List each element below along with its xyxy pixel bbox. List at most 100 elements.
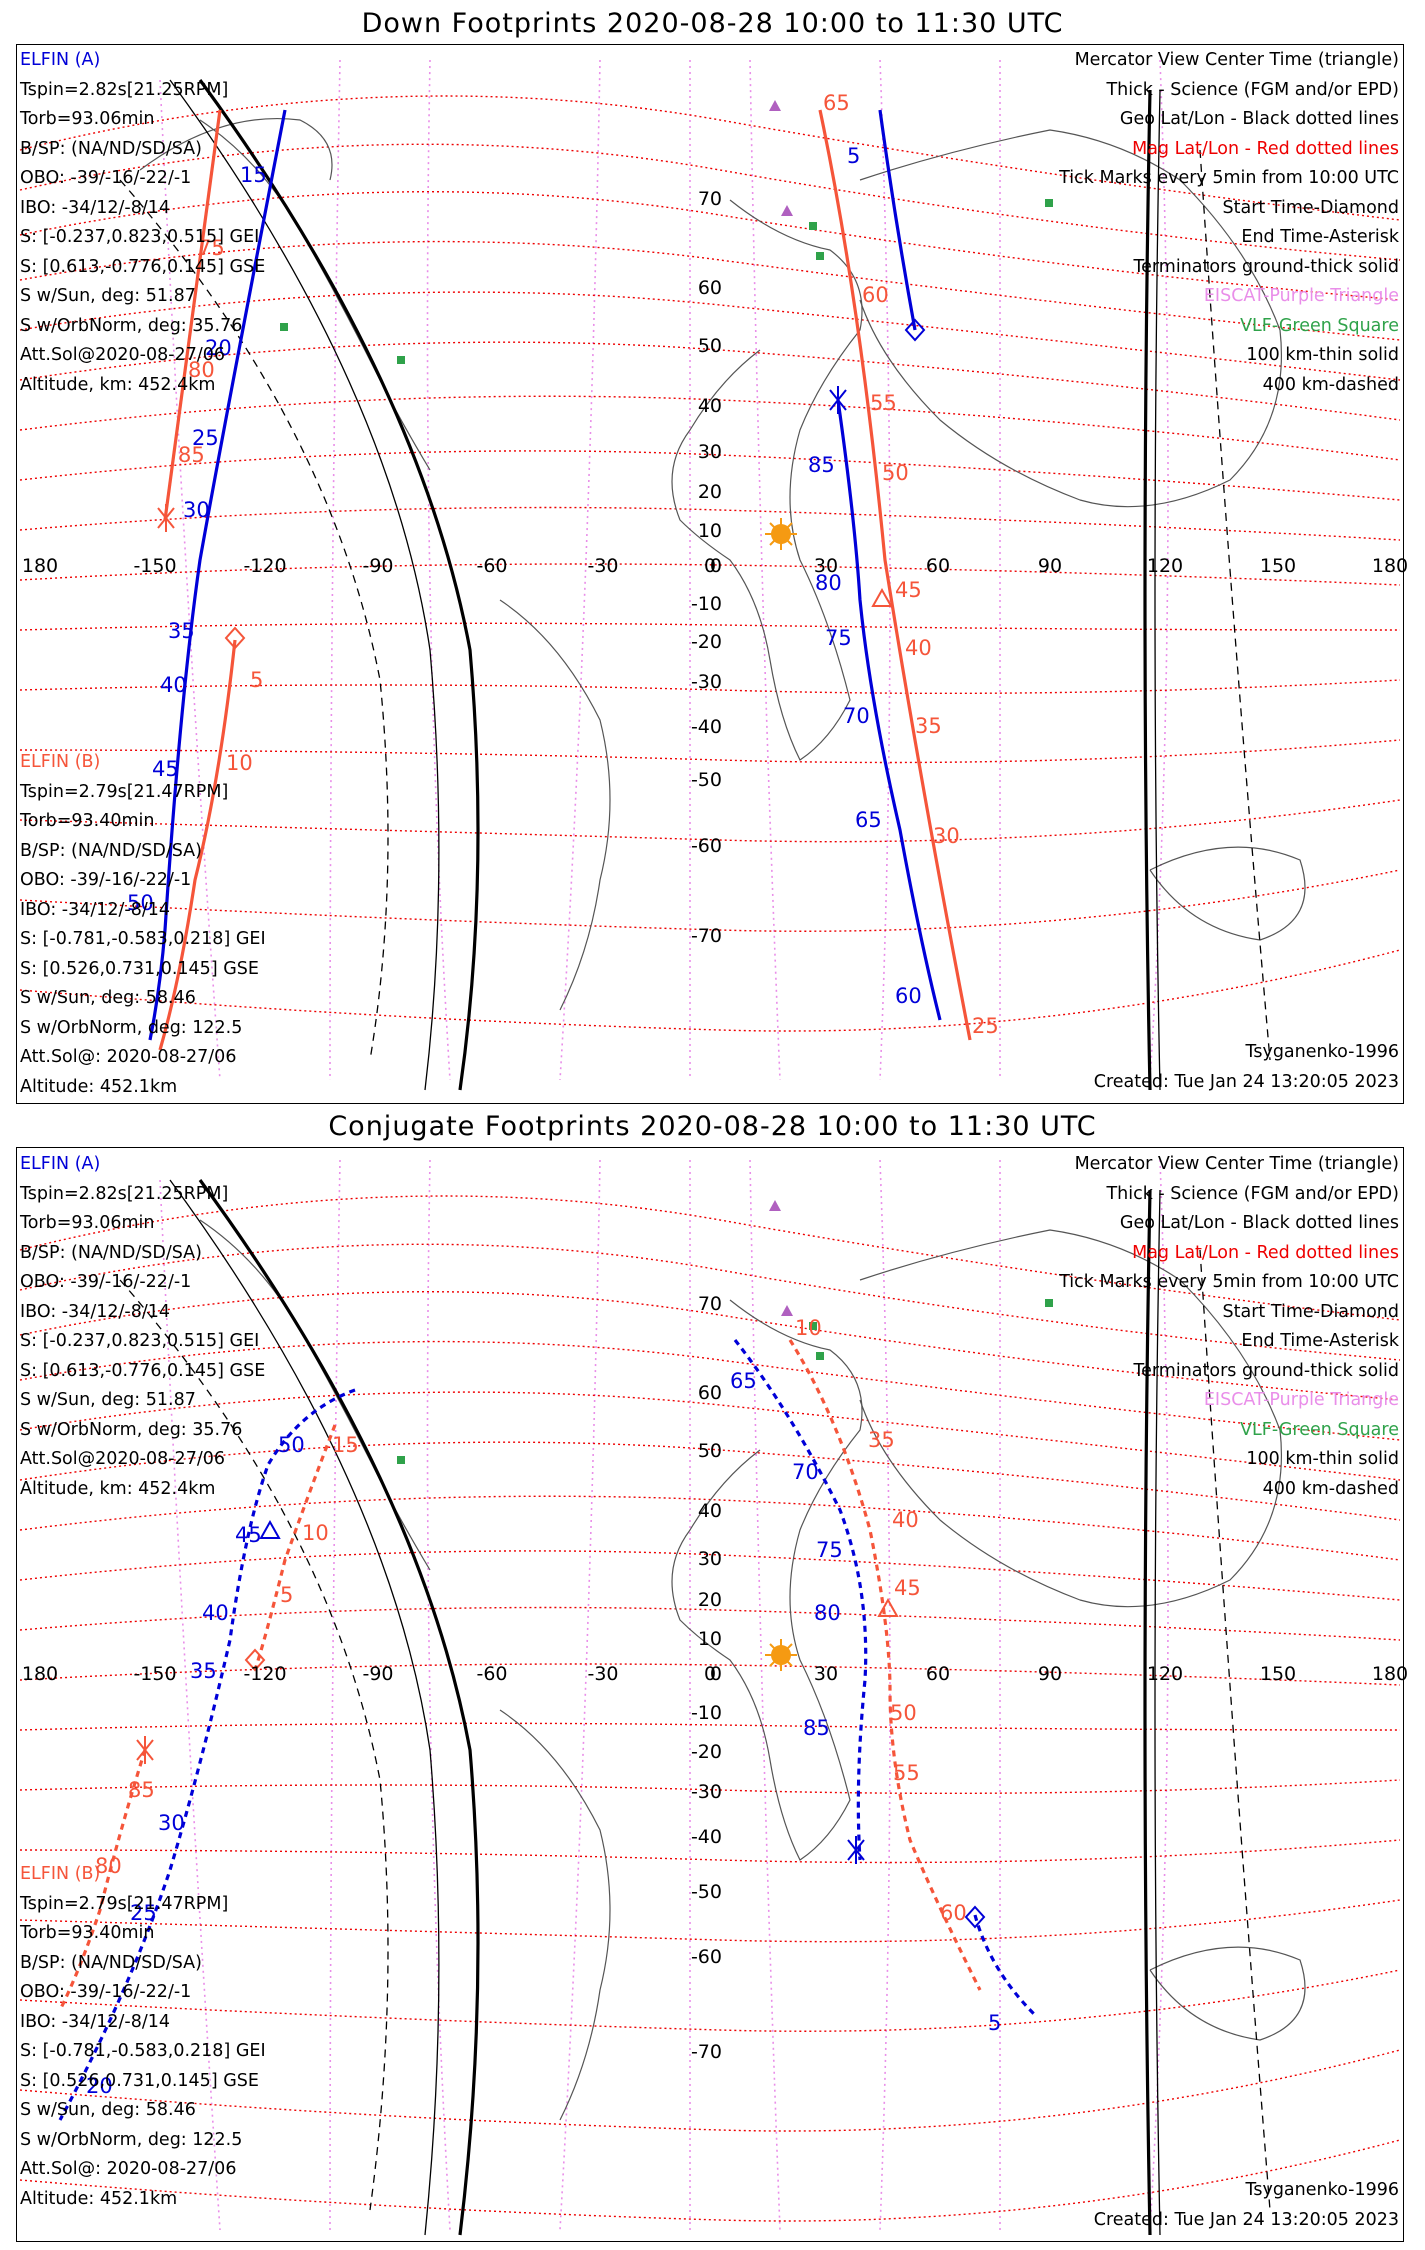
panel-title: Down Footprints 2020-08-28 10:00 to 11:3…	[361, 8, 1064, 39]
lat-label: -60	[691, 835, 722, 857]
end-asterisk-a	[829, 386, 847, 414]
lat-label: -40	[691, 1826, 722, 1848]
track-label: 40	[202, 1601, 229, 1625]
lon-label: 150	[1260, 1663, 1296, 1685]
track-label: 35	[868, 1428, 895, 1452]
info-line: IBO: -34/12/-8/14	[20, 899, 171, 920]
created-timestamp: Created: Tue Jan 24 13:20:05 2023	[1093, 2210, 1399, 2230]
vlf-marker	[397, 1456, 405, 1464]
track-label: 30	[158, 1811, 185, 1835]
track-labels-b: 80 85 5 10 15 10 35 40 45 50 55 60	[95, 1316, 967, 1925]
track-label: 75	[816, 1538, 843, 1562]
vlf-marker	[816, 1352, 824, 1360]
legend-item: EISCAT-Purple Triangle	[1203, 1390, 1399, 1410]
legend-item: 400 km-dashed	[1262, 1478, 1399, 1499]
track-label: 55	[870, 391, 897, 415]
lon-label: -30	[587, 1663, 618, 1685]
sun-icon	[765, 518, 797, 550]
legend-item: Mag Lat/Lon - Red dotted lines	[1132, 138, 1399, 159]
down-footprints-panel: Down Footprints 2020-08-28 10:00 to 11:3…	[0, 0, 1425, 1110]
lat-label: 10	[698, 1628, 722, 1650]
lat-label: -60	[691, 1946, 722, 1968]
lat-label: -50	[691, 769, 722, 791]
info-line: S w/OrbNorm, deg: 122.5	[20, 2129, 243, 2150]
markers	[136, 1200, 1053, 1929]
legend-item: End Time-Asterisk	[1241, 1331, 1399, 1351]
track-label: 50	[278, 1433, 305, 1457]
track-label: 5	[988, 2011, 1001, 2035]
track-labels-a: 20 25 30 35 40 45 50 65 70 75 80 85 5	[86, 1369, 1001, 2098]
elfin-b-label: ELFIN (B)	[20, 1864, 101, 1884]
lat-label: 40	[698, 395, 722, 417]
track-label: 80	[815, 571, 842, 595]
lon-label: -30	[587, 555, 618, 577]
info-line: S w/OrbNorm, deg: 35.76	[20, 1419, 243, 1440]
legend-item: Terminators ground-thick solid	[1133, 1360, 1399, 1381]
geo-grid	[159, 59, 1169, 1081]
elfin-b-info: ELFIN (B) Tspin=2.79s[21.47RPM] Torb=93.…	[20, 748, 266, 1102]
track-label: 50	[890, 1701, 917, 1725]
lat-label: -70	[691, 2041, 722, 2063]
track-label: 10	[795, 1316, 822, 1340]
legend-item: 100 km-thin solid	[1246, 1449, 1399, 1469]
info-line: S w/Sun, deg: 51.87	[20, 286, 196, 306]
info-line: Att.Sol@2020-08-27/06	[20, 345, 225, 365]
legend-item: 100 km-thin solid	[1246, 345, 1399, 365]
legend-item: Start Time-Diamond	[1222, 197, 1399, 218]
lon-label: -90	[362, 1663, 393, 1685]
lat-label: -30	[691, 1781, 722, 1803]
lat-label: 50	[698, 1440, 722, 1462]
info-line: B/SP: (NA/ND/SD/SA)	[20, 1242, 202, 1263]
lon-label: 120	[1147, 1663, 1183, 1685]
elfin-a-label: ELFIN (A)	[20, 50, 101, 70]
info-line: S: [0.613,-0.776,0.145] GSE	[20, 256, 266, 277]
lat-label: -70	[691, 925, 722, 947]
legend: Mercator View Center Time (triangle) Thi…	[1059, 1150, 1399, 1504]
vlf-marker	[1045, 1299, 1053, 1307]
track-label: 15	[240, 163, 267, 187]
track-label: 45	[895, 578, 922, 602]
vlf-marker	[1045, 199, 1053, 207]
panel-title: Conjugate Footprints 2020-08-28 10:00 to…	[328, 1111, 1097, 1142]
info-line: Att.Sol@2020-08-27/06	[20, 1449, 225, 1469]
elfin-b-info: ELFIN (B) Tspin=2.79s[21.47RPM] Torb=93.…	[20, 1860, 266, 2214]
start-diamond-b	[224, 626, 246, 650]
info-line: S w/Sun, deg: 58.46	[20, 2100, 196, 2120]
lat-label: -20	[691, 1741, 722, 1763]
map-canvas: 15 20 25 30 35 40 45 50 5 85 80 75 70 65…	[19, 59, 1408, 1091]
info-line: S: [-0.237,0.823,0.515] GEI	[20, 1331, 260, 1351]
track-label: 75	[198, 236, 225, 260]
track-label: 25	[130, 1901, 157, 1925]
track-label: 70	[843, 704, 870, 728]
lon-label: 180	[22, 1663, 58, 1685]
info-line: S: [0.526,0.731,0.145] GSE	[20, 958, 259, 979]
info-line: Torb=93.40min	[20, 811, 155, 831]
end-asterisk-a	[847, 1836, 865, 1864]
info-line: B/SP: (NA/ND/SD/SA)	[20, 1952, 202, 1973]
lon-label: 180	[22, 555, 58, 577]
terminators	[119, 1179, 1271, 2236]
track-label: 20	[205, 336, 232, 360]
elfin-a-info: ELFIN (A) Tspin=2.82s[21.25RPM] Torb=93.…	[20, 1150, 265, 1504]
elfin-a-conjugate-track	[58, 1339, 1037, 2121]
markers	[157, 100, 1053, 650]
info-line: IBO: -34/12/-8/14	[20, 1301, 171, 1322]
info-line: Altitude, km: 452.4km	[20, 374, 216, 395]
legend-item: Mercator View Center Time (triangle)	[1074, 1154, 1399, 1174]
info-line: Torb=93.06min	[20, 1213, 155, 1233]
track-labels-a: 15 20 25 30 35 40 45 50 5 85 80 75 70 65…	[127, 144, 922, 1008]
info-line: Tspin=2.82s[21.25RPM]	[20, 1183, 229, 1204]
track-label: 20	[86, 2074, 113, 2098]
lon-tick-labels: 180 -150 -120 -90 -60 -30 0 30 60 90 120…	[22, 555, 1408, 577]
track-label: 60	[895, 984, 922, 1008]
track-label: 60	[862, 283, 889, 307]
map-frame	[16, 1147, 1404, 2242]
legend: Mercator View Center Time (triangle) Thi…	[1059, 46, 1399, 400]
coastlines	[199, 1219, 1306, 2121]
center-triangle-b	[877, 1597, 899, 1617]
info-line: Altitude: 452.1km	[20, 2188, 178, 2209]
elfin-b-conjugate-track	[58, 1339, 982, 2011]
lon-label: -120	[243, 555, 286, 577]
info-line: IBO: -34/12/-8/14	[20, 2011, 171, 2032]
info-line: S w/Sun, deg: 51.87	[20, 1390, 196, 1410]
